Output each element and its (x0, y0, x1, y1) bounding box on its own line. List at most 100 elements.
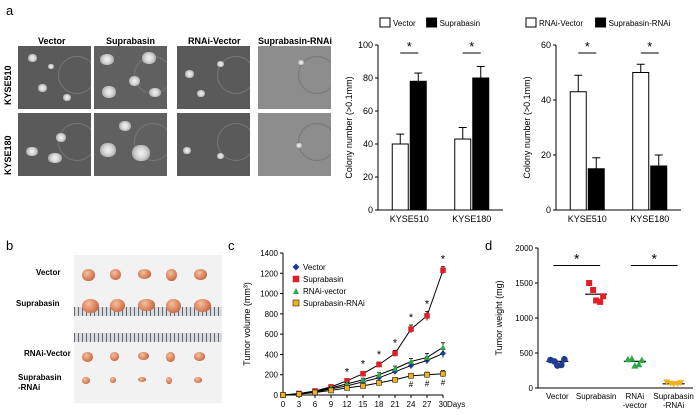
colony-speck (56, 133, 66, 142)
data-point (344, 380, 350, 387)
tumor-row-label-rnai-vector: RNAi-Vector (24, 349, 71, 358)
colony-speck (26, 147, 38, 156)
micro-image (177, 46, 250, 109)
colony-speck (28, 54, 37, 62)
significance-star: * (469, 39, 474, 54)
data-point (635, 360, 643, 368)
tumor-sample (110, 377, 116, 383)
colony-speck (142, 52, 156, 64)
x-tick-label: -RNAi (663, 401, 685, 410)
data-point (392, 350, 398, 357)
data-point (590, 287, 597, 293)
data-point (408, 362, 414, 369)
colony-speck (100, 54, 114, 65)
y-tick-label: 40 (363, 139, 373, 149)
significance-star: * (377, 349, 382, 361)
colony-speck (298, 60, 304, 65)
y-axis-label: Colony number (>0.1mm) (522, 76, 532, 178)
x-tick-label: 30 (439, 400, 448, 409)
tumor-photo (74, 255, 222, 403)
bar (472, 77, 490, 211)
x-tick-label: Suprabasin (653, 392, 693, 401)
x-tick-label: KYSE180 (630, 214, 669, 224)
y-tick-label: 0 (529, 384, 534, 393)
y-tick-label: 100 (358, 40, 373, 50)
tumor-sample (166, 299, 181, 313)
y-tick-label: 600 (265, 330, 279, 339)
significance-star: * (345, 366, 350, 378)
data-point (424, 313, 430, 319)
legend-label: Suprabasin-RNAi (303, 299, 365, 308)
x-tick-label: Vector (546, 392, 569, 401)
y-tick-label: 0 (368, 205, 373, 215)
y-tick-label: 1000 (515, 314, 533, 323)
data-point (424, 354, 430, 360)
bar (632, 72, 650, 211)
y-tick-label: 60 (363, 106, 373, 116)
data-point (586, 280, 593, 286)
y-axis-label: Tumor weight (mg) (494, 280, 504, 355)
significance-star: * (647, 39, 652, 54)
legend-marker (292, 299, 300, 307)
tumor-sample (194, 377, 202, 383)
y-tick-label: 1000 (260, 290, 278, 299)
significance-hash: # (425, 379, 430, 388)
x-axis-label: Days (447, 400, 465, 409)
significance-star: * (574, 251, 580, 267)
significance-hash: # (441, 379, 446, 388)
y-tick-label: 200 (265, 371, 279, 380)
y-tick-label: 400 (265, 350, 279, 359)
legend-label: Suprabasin-RNAi (609, 19, 671, 28)
significance-star: * (441, 254, 446, 266)
data-point (360, 370, 366, 377)
tumor-sample (82, 377, 90, 384)
micro-image (18, 113, 91, 176)
panel-letter-a: a (6, 3, 14, 18)
y-axis-label: Tumor volume (mm³) (242, 282, 252, 366)
bar (569, 91, 587, 211)
data-point (561, 356, 568, 363)
micro-row-label-kyse180: KYSE180 (3, 135, 13, 175)
micro-col-label-suprabasin-rnai: Suprabasin-RNAi (258, 36, 333, 46)
data-point (440, 350, 446, 357)
micro-image (258, 113, 331, 176)
micro-image (258, 46, 331, 109)
y-tick-label: 0 (274, 391, 279, 400)
data-point (628, 355, 636, 362)
micro-col-label-suprabasin: Suprabasin (106, 36, 156, 46)
tumor-sample (110, 269, 121, 280)
data-point (296, 391, 302, 397)
data-point (376, 371, 382, 378)
data-point (392, 377, 398, 383)
micro-row-label-kyse510: KYSE510 (3, 65, 13, 105)
ruler (74, 333, 222, 342)
legend-swatch (426, 17, 438, 28)
data-point (597, 298, 604, 305)
x-tick-label: KYSE510 (390, 214, 429, 224)
colony-speck (129, 76, 140, 86)
x-tick-label: 3 (297, 400, 302, 409)
legend-label: RNAi-Vector (539, 19, 583, 28)
tumor-sample (110, 299, 125, 312)
x-tick-label: KYSE180 (452, 214, 491, 224)
x-tick-label: 0 (281, 400, 286, 409)
x-tick-label: Suprabasin (576, 392, 616, 401)
y-tick-label: 2000 (515, 244, 533, 253)
data-point (558, 361, 565, 369)
bar (587, 168, 605, 211)
significance-hash: # (409, 380, 414, 389)
legend-marker (292, 275, 300, 283)
significance-star: * (361, 359, 366, 371)
colony-speck (63, 94, 71, 101)
y-tick-label: 800 (265, 310, 279, 319)
x-tick-label: -vector (623, 401, 648, 410)
colony-speck (100, 143, 116, 157)
colony-speck (132, 145, 150, 161)
colony-speck (102, 86, 116, 98)
legend-swatch (595, 17, 607, 28)
bar (454, 138, 472, 211)
y-tick-label: 20 (363, 172, 373, 182)
x-tick-label: 21 (391, 400, 400, 409)
tumor-row-label-suprabasin-rnai: Suprabasin -RNAi (18, 373, 62, 392)
significance-star: * (585, 39, 590, 54)
